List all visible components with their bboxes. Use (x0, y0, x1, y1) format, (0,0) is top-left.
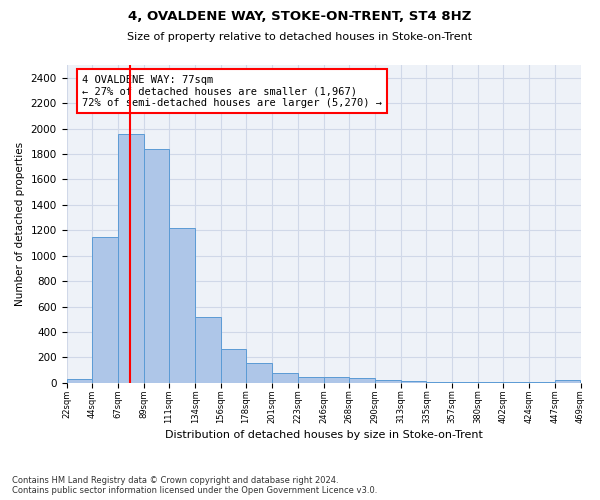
Bar (349, 378, 374, 383)
Bar (452, 382, 478, 383)
Text: 4 OVALDENE WAY: 77sqm
← 27% of detached houses are smaller (1,967)
72% of semi-d: 4 OVALDENE WAY: 77sqm ← 27% of detached … (82, 74, 382, 108)
Bar (221, 349, 246, 383)
Text: Size of property relative to detached houses in Stoke-on-Trent: Size of property relative to detached ho… (127, 32, 473, 42)
Bar (374, 380, 401, 383)
Bar (478, 382, 503, 383)
Bar (92, 236, 118, 383)
Bar (529, 382, 555, 383)
Bar (118, 134, 143, 383)
Bar (169, 228, 196, 383)
Bar (555, 380, 580, 383)
Text: Contains HM Land Registry data © Crown copyright and database right 2024.
Contai: Contains HM Land Registry data © Crown c… (12, 476, 377, 495)
Text: 4, OVALDENE WAY, STOKE-ON-TRENT, ST4 8HZ: 4, OVALDENE WAY, STOKE-ON-TRENT, ST4 8HZ (128, 10, 472, 23)
Bar (196, 318, 221, 383)
Bar (67, 379, 92, 383)
X-axis label: Distribution of detached houses by size in Stoke-on-Trent: Distribution of detached houses by size … (164, 430, 482, 440)
Bar (324, 377, 349, 383)
Y-axis label: Number of detached properties: Number of detached properties (15, 142, 25, 306)
Bar (427, 382, 452, 383)
Bar (401, 380, 427, 383)
Bar (298, 376, 324, 383)
Bar (143, 149, 169, 383)
Bar (246, 362, 272, 383)
Bar (503, 382, 529, 383)
Bar (272, 373, 298, 383)
